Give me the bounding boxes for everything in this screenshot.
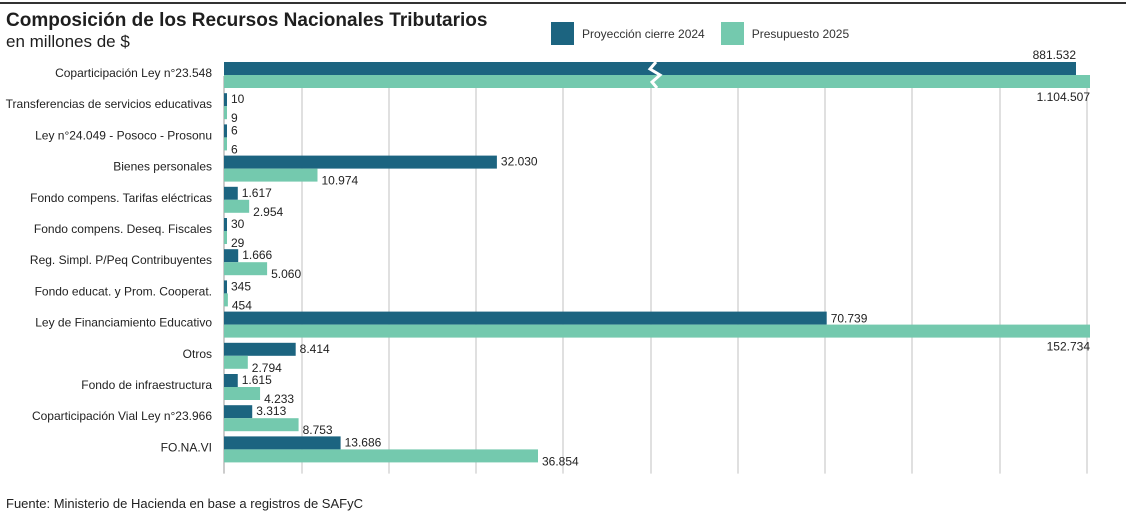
legend-label-2025: Presupuesto 2025	[751, 26, 850, 41]
data-label: 6	[231, 123, 238, 137]
category-label: Ley n°24.049 - Posoco - Prosonu	[35, 128, 212, 142]
category-label: Otros	[183, 347, 212, 361]
bar-2024	[224, 374, 238, 387]
data-label: 10	[231, 92, 245, 106]
bar-2024	[224, 186, 238, 200]
bar-2025	[224, 449, 538, 463]
category-label: Bienes personales	[113, 160, 212, 174]
data-label: 1.104.507	[1037, 90, 1091, 104]
bar-2025	[224, 324, 1090, 338]
data-label: 454	[232, 298, 252, 312]
data-label: 8.753	[303, 423, 333, 437]
category-label: Fondo compens. Deseq. Fiscales	[34, 222, 212, 236]
bar-2024	[224, 155, 497, 169]
data-label: 70.739	[831, 312, 868, 326]
data-label: 1.617	[242, 186, 272, 200]
bar-2025	[224, 137, 227, 151]
chart-title: Composición de los Recursos Nacionales T…	[6, 10, 488, 31]
bar-2025	[224, 387, 261, 400]
data-label: 6	[231, 142, 238, 156]
category-label: Reg. Simpl. P/Peq Contribuyentes	[30, 253, 212, 267]
data-label: 345	[231, 279, 251, 293]
legend-item-2025: Presupuesto 2025	[720, 22, 853, 45]
bar-2025	[224, 199, 250, 213]
bar-2024	[224, 93, 227, 107]
category-label: FO.NA.VI	[161, 440, 212, 454]
bar-2025	[224, 355, 248, 369]
bar-2024	[224, 280, 227, 294]
bar-2024	[224, 436, 341, 450]
data-label: 881.532	[1033, 48, 1077, 62]
bar-2025	[224, 231, 227, 244]
data-label: 29	[231, 236, 245, 250]
bar-2024	[224, 342, 296, 356]
data-label: 1.666	[242, 248, 272, 262]
data-label: 1.615	[242, 373, 272, 387]
data-label: 10.974	[321, 174, 358, 188]
legend-label-2024: Proyección cierre 2024	[582, 26, 705, 41]
category-label: Transferencias de servicios educativas	[6, 97, 212, 111]
data-label: 9	[231, 111, 238, 125]
data-label: 5.060	[271, 267, 301, 281]
bar-2024	[224, 405, 253, 419]
bar-2025	[224, 418, 299, 432]
category-label: Ley de Financiamiento Educativo	[35, 316, 212, 330]
category-label: Coparticipación Vial Ley n°23.966	[32, 409, 212, 423]
category-label: Fondo de infraestructura	[81, 378, 212, 392]
category-label: Coparticipación Ley n°23.548	[55, 66, 212, 80]
legend: Proyección cierre 2024 Presupuesto 2025	[551, 22, 865, 45]
data-label: 36.854	[542, 454, 579, 468]
data-label: 4.233	[264, 392, 294, 406]
data-label: 2.794	[252, 361, 282, 375]
data-label: 152.734	[1047, 340, 1091, 354]
legend-swatch-2024	[551, 22, 574, 45]
data-label: 2.954	[253, 205, 283, 219]
bar-2025	[224, 106, 227, 120]
data-label: 8.414	[300, 342, 330, 356]
bar-2024	[224, 311, 827, 325]
bar-2025	[224, 262, 268, 276]
axis-break-marker	[647, 61, 663, 89]
legend-swatch-2025	[720, 22, 744, 45]
bar-2024	[224, 249, 239, 263]
bar-2024	[224, 218, 227, 231]
data-label: 30	[231, 217, 245, 231]
category-label: Fondo compens. Tarifas eléctricas	[30, 191, 212, 205]
bar-2025	[224, 293, 228, 307]
data-label: 3.313	[256, 404, 286, 418]
legend-item-2024: Proyección cierre 2024	[551, 22, 709, 45]
bar-2025	[224, 168, 318, 182]
bar-2025	[224, 75, 1090, 88]
data-label: 32.030	[501, 155, 538, 169]
bar-2024	[224, 124, 227, 138]
category-label: Fondo educat. y Prom. Cooperat.	[35, 284, 212, 298]
chart-subtitle: en millones de $	[6, 32, 130, 51]
data-label: 13.686	[345, 435, 382, 449]
top-rule	[0, 2, 1126, 4]
source-note: Fuente: Ministerio de Hacienda en base a…	[6, 496, 363, 511]
